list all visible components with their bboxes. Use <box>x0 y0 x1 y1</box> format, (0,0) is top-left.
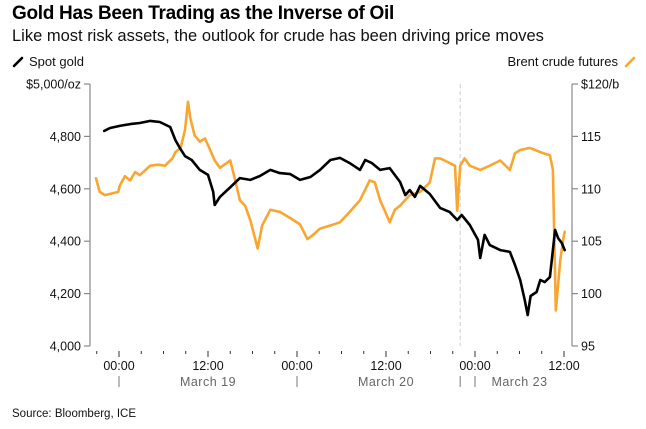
x-axis-tick-label: 12:00 <box>548 359 579 373</box>
right-axis-tick-label: 110 <box>581 182 601 196</box>
left-axis-tick-label: 4,400 <box>50 235 81 249</box>
left-axis-tick-label: 4,800 <box>50 130 81 144</box>
right-axis-tick-label: 115 <box>581 130 601 144</box>
right-axis-tick-label: 105 <box>581 235 602 249</box>
left-axis-tick-label: 4,600 <box>50 182 81 196</box>
series-line-spot-gold <box>102 119 566 317</box>
black-slash-icon <box>12 56 24 67</box>
series-line-brent-crude <box>94 100 566 312</box>
legend-spot-gold: Spot gold <box>12 54 84 69</box>
legend-label-gold: Spot gold <box>29 54 84 69</box>
legend-label-oil: Brent crude futures <box>507 54 618 69</box>
x-axis-date-label: March 23 <box>491 375 547 389</box>
x-axis-date-label: March 19 <box>180 375 236 389</box>
legend-brent-crude: Brent crude futures <box>507 54 636 69</box>
source-note: Source: Bloomberg, ICE <box>12 408 137 420</box>
chart-subtitle: Like most risk assets, the outlook for c… <box>12 27 544 45</box>
left-axis-tick-label: 4,200 <box>50 287 81 301</box>
right-axis-tick-label: 95 <box>581 340 595 354</box>
orange-slash-icon <box>624 56 636 67</box>
left-axis-tick-label: $5,000/oz <box>26 78 81 92</box>
x-axis-tick-label: 00:00 <box>281 359 312 373</box>
right-axis-tick-label: $120/b <box>581 78 619 92</box>
x-axis-date-label: March 20 <box>358 375 414 389</box>
right-axis-tick-label: 100 <box>581 287 602 301</box>
x-axis-tick-label: 00:00 <box>103 359 134 373</box>
x-axis-tick-label: 12:00 <box>370 359 401 373</box>
x-axis-tick-label: 12:00 <box>192 359 223 373</box>
left-axis-tick-label: 4,000 <box>50 340 81 354</box>
chart-title: Gold Has Been Trading as the Inverse of … <box>12 3 394 24</box>
x-axis-tick-label: 00:00 <box>459 359 490 373</box>
